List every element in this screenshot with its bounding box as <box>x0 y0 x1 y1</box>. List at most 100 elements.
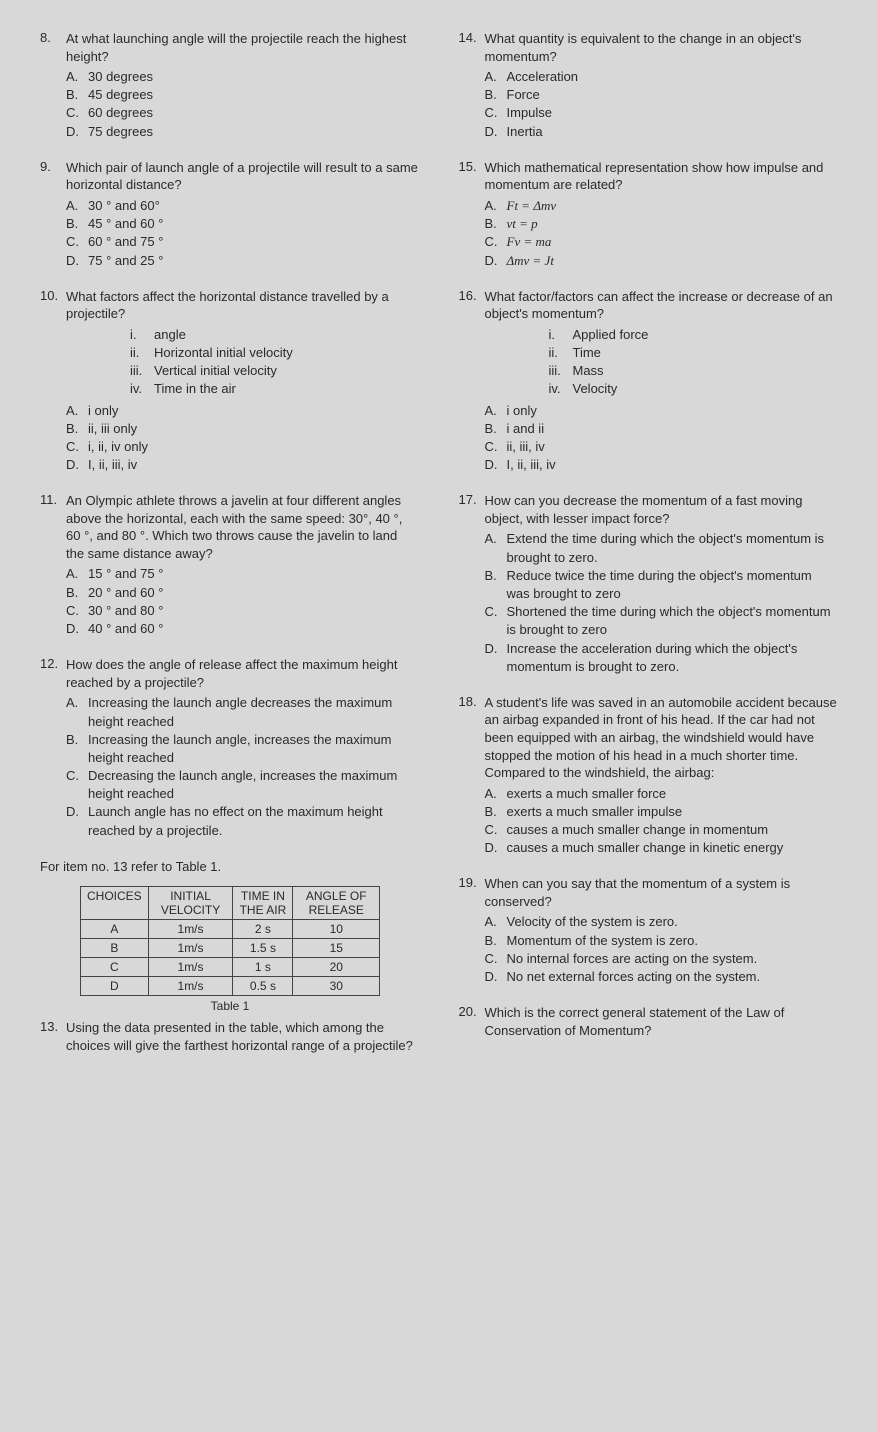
options-list: A.i onlyB.ii, iii onlyC.i, ii, iv onlyD.… <box>66 402 419 475</box>
option-text: causes a much smaller change in kinetic … <box>507 839 838 857</box>
question-header: 17.How can you decrease the momentum of … <box>459 492 838 527</box>
table-cell: 15 <box>293 939 380 958</box>
option-text: I, ii, iii, iv <box>88 456 419 474</box>
option: C.Impulse <box>485 104 838 122</box>
option-letter: A. <box>485 785 507 803</box>
question-14: 14.What quantity is equivalent to the ch… <box>459 30 838 141</box>
option-letter: B. <box>66 584 88 602</box>
roman-text: Applied force <box>573 326 649 344</box>
option-letter: D. <box>66 803 88 839</box>
option: C.Fv = ma <box>485 233 838 251</box>
question-number: 9. <box>40 159 66 174</box>
option: B.45 degrees <box>66 86 419 104</box>
question-9: 9.Which pair of launch angle of a projec… <box>40 159 419 270</box>
table-header: TIME IN THE AIR <box>233 887 293 920</box>
roman-item: ii.Horizontal initial velocity <box>130 344 419 362</box>
roman-numeral: iv. <box>549 380 573 398</box>
option-letter: C. <box>485 104 507 122</box>
table-instruction: For item no. 13 refer to Table 1. <box>40 858 419 876</box>
table-cell: 1m/s <box>148 920 233 939</box>
option-text: Inertia <box>507 123 838 141</box>
roman-item: iv.Velocity <box>549 380 838 398</box>
option: A.Extend the time during which the objec… <box>485 530 838 566</box>
roman-text: Velocity <box>573 380 618 398</box>
option: C.60 ° and 75 ° <box>66 233 419 251</box>
roman-item: i.Applied force <box>549 326 838 344</box>
option-text: Fv = ma <box>507 233 838 251</box>
question-text: How does the angle of release affect the… <box>66 656 419 691</box>
option-text: i and ii <box>507 420 838 438</box>
option-text: Launch angle has no effect on the maximu… <box>88 803 419 839</box>
option-text: ii, iii, iv <box>507 438 838 456</box>
option: B.20 ° and 60 ° <box>66 584 419 602</box>
option-text: Increase the acceleration during which t… <box>507 640 838 676</box>
option: A.Acceleration <box>485 68 838 86</box>
options-list: A.exerts a much smaller forceB.exerts a … <box>485 785 838 858</box>
roman-numeral: i. <box>130 326 154 344</box>
option-text: No internal forces are acting on the sys… <box>507 950 838 968</box>
option-text: 45 ° and 60 ° <box>88 215 419 233</box>
option-text: Extend the time during which the object'… <box>507 530 838 566</box>
table-row: C1m/s1 s20 <box>81 958 380 977</box>
question-text: How can you decrease the momentum of a f… <box>485 492 838 527</box>
option: C.30 ° and 80 ° <box>66 602 419 620</box>
options-list: A.Velocity of the system is zero.B.Momen… <box>485 913 838 986</box>
question-header: 15.Which mathematical representation sho… <box>459 159 838 194</box>
option-text: ii, iii only <box>88 420 419 438</box>
roman-numeral: ii. <box>130 344 154 362</box>
question-number: 19. <box>459 875 485 890</box>
option-text: I, ii, iii, iv <box>507 456 838 474</box>
option-letter: D. <box>66 456 88 474</box>
option-text: exerts a much smaller force <box>507 785 838 803</box>
option-text: causes a much smaller change in momentum <box>507 821 838 839</box>
roman-numeral: iii. <box>549 362 573 380</box>
option-text: vt = p <box>507 215 838 233</box>
option-letter: C. <box>66 104 88 122</box>
question-text: A student's life was saved in an automob… <box>485 694 838 782</box>
option-letter: B. <box>485 86 507 104</box>
option-letter: A. <box>485 913 507 931</box>
option-text: Shortened the time during which the obje… <box>507 603 838 639</box>
table-row: B1m/s1.5 s15 <box>81 939 380 958</box>
option: A.Velocity of the system is zero. <box>485 913 838 931</box>
question-number: 11. <box>40 492 66 507</box>
roman-text: Time in the air <box>154 380 236 398</box>
option: D.Inertia <box>485 123 838 141</box>
option-text: 60 degrees <box>88 104 419 122</box>
option: A.exerts a much smaller force <box>485 785 838 803</box>
option-letter: D. <box>485 640 507 676</box>
question-text: Which pair of launch angle of a projecti… <box>66 159 419 194</box>
roman-numeral: i. <box>549 326 573 344</box>
option-letter: D. <box>485 252 507 270</box>
table-caption: Table 1 <box>80 999 380 1013</box>
option-letter: C. <box>66 767 88 803</box>
option-letter: A. <box>66 565 88 583</box>
options-list: A.Extend the time during which the objec… <box>485 530 838 676</box>
question-15: 15.Which mathematical representation sho… <box>459 159 838 270</box>
question-20: 20.Which is the correct general statemen… <box>459 1004 838 1039</box>
option-letter: B. <box>66 215 88 233</box>
option-letter: B. <box>485 932 507 950</box>
option-letter: A. <box>66 68 88 86</box>
option-letter: B. <box>66 731 88 767</box>
question-header: 8.At what launching angle will the proje… <box>40 30 419 65</box>
roman-item: ii.Time <box>549 344 838 362</box>
option-text: 40 ° and 60 ° <box>88 620 419 638</box>
question-number: 20. <box>459 1004 485 1019</box>
option: B.Reduce twice the time during the objec… <box>485 567 838 603</box>
option-text: 30 degrees <box>88 68 419 86</box>
option-text: i, ii, iv only <box>88 438 419 456</box>
question-number: 18. <box>459 694 485 709</box>
question-17: 17.How can you decrease the momentum of … <box>459 492 838 676</box>
option-text: Increasing the launch angle decreases th… <box>88 694 419 730</box>
roman-text: angle <box>154 326 186 344</box>
option-text: Impulse <box>507 104 838 122</box>
question-header: 10.What factors affect the horizontal di… <box>40 288 419 323</box>
question-text: What factors affect the horizontal dista… <box>66 288 419 323</box>
option-text: Velocity of the system is zero. <box>507 913 838 931</box>
option: A.30 ° and 60° <box>66 197 419 215</box>
option-letter: C. <box>485 603 507 639</box>
option: A.30 degrees <box>66 68 419 86</box>
question-number: 12. <box>40 656 66 671</box>
table-header: CHOICES <box>81 887 149 920</box>
